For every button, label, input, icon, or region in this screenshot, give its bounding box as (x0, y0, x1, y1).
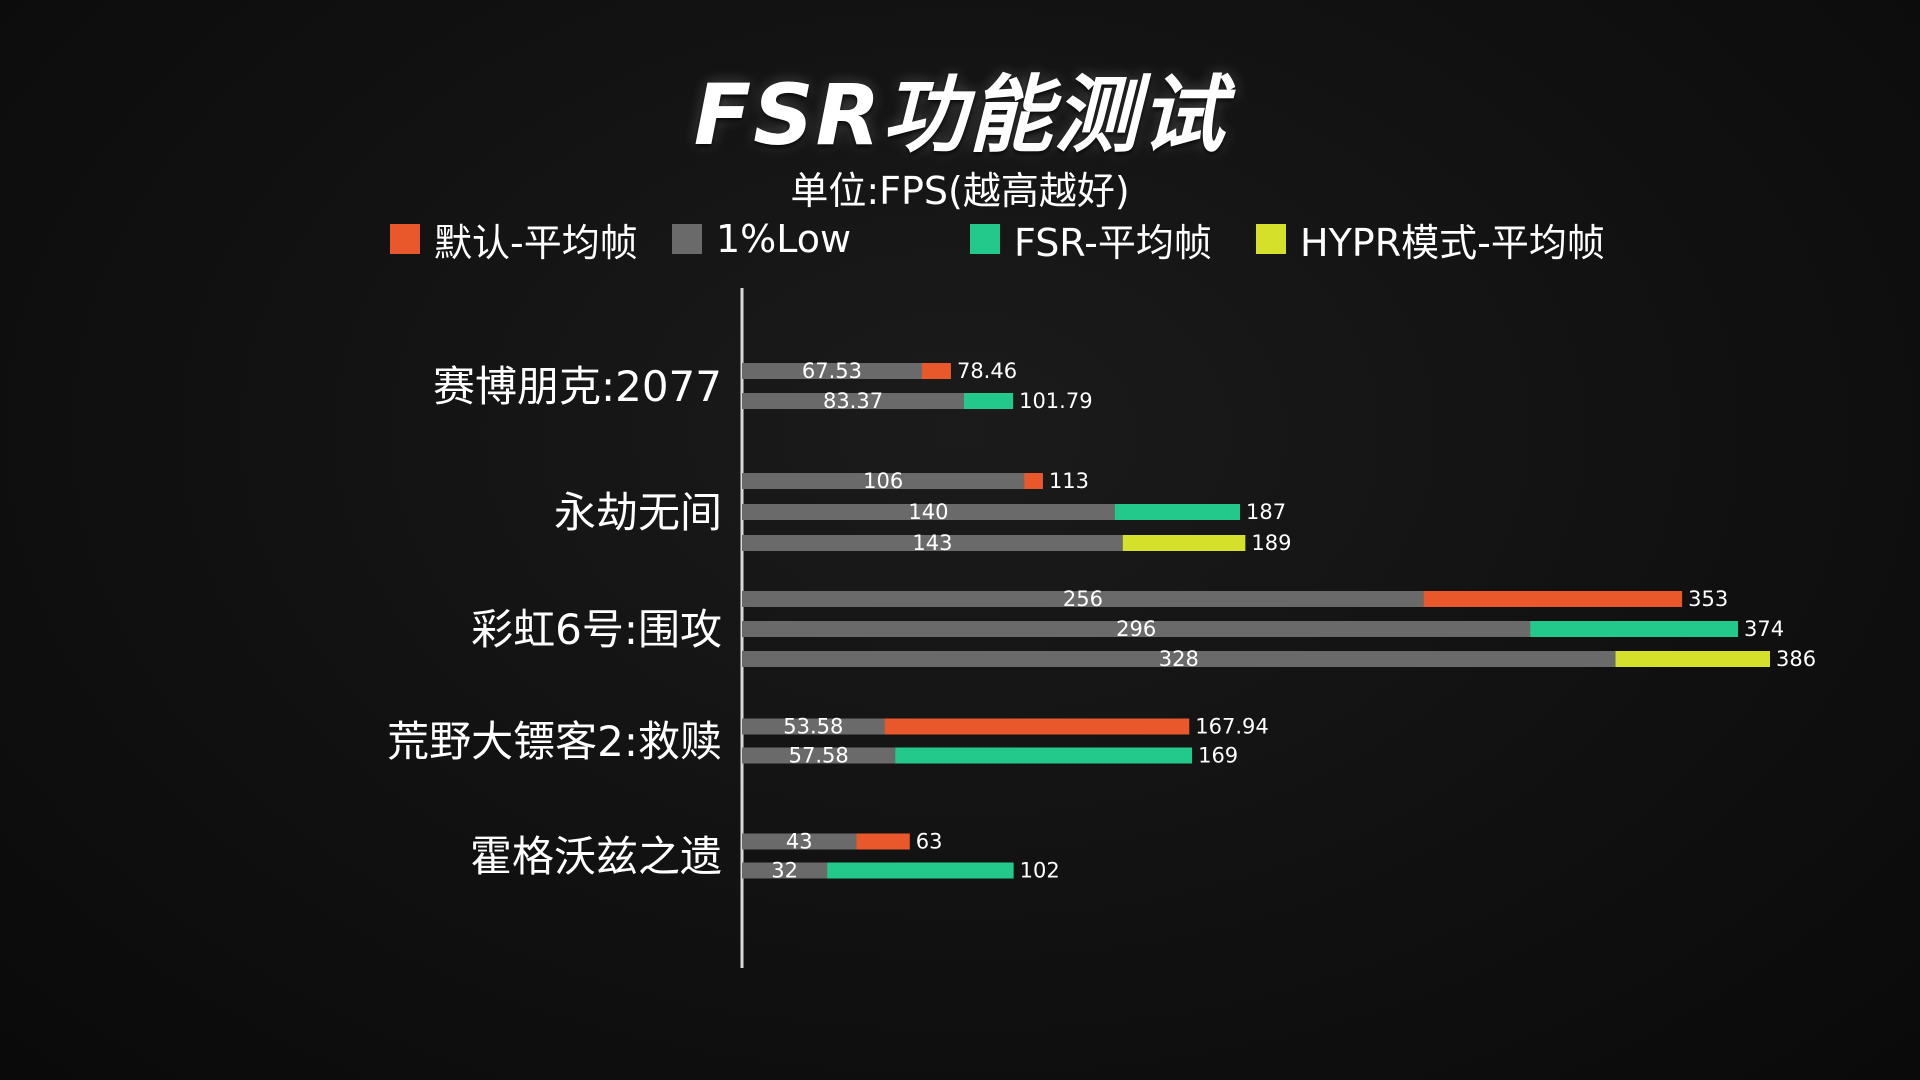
bar-low (742, 651, 1616, 667)
data-label-avg: 102 (1020, 859, 1060, 883)
bar-low (742, 591, 1424, 607)
category-label: 永劫无间 (554, 488, 722, 537)
data-label-low: 43 (786, 830, 813, 854)
category-label: 霍格沃兹之遗 (470, 832, 722, 881)
data-label-low: 296 (1116, 617, 1156, 641)
legend-item-low: 1%Low (672, 214, 851, 264)
chart-subtitle: 单位:FPS(越高越好) (790, 169, 1130, 213)
legend: 默认-平均帧 1%Low FSR-平均帧 HYPR模式-平均帧 (390, 214, 1740, 265)
data-label-low: 83.37 (823, 389, 883, 413)
legend-label-low: 1%Low (716, 217, 852, 261)
bar-low (742, 393, 965, 409)
bar-low (742, 833, 857, 850)
bar-low (742, 621, 1531, 637)
bar-low (742, 535, 1123, 551)
data-label-avg: 189 (1251, 531, 1291, 555)
data-label-avg: 167.94 (1195, 715, 1268, 739)
bar-low (742, 862, 828, 879)
data-label-low: 67.53 (802, 359, 862, 383)
legend-swatch-hypr (1256, 224, 1286, 254)
legend-label-fsr: FSR-平均帧 (1014, 220, 1212, 265)
legend-item-default: 默认-平均帧 (390, 214, 638, 265)
bar-low (742, 473, 1025, 489)
data-label-avg: 353 (1688, 587, 1728, 611)
data-label-avg: 78.46 (957, 359, 1017, 383)
bar-low (742, 747, 896, 764)
legend-swatch-fsr (970, 224, 1000, 254)
data-label-low: 140 (908, 500, 948, 524)
data-label-avg: 101.79 (1019, 389, 1092, 413)
legend-swatch-default (390, 224, 420, 254)
legend-label-default: 默认-平均帧 (434, 220, 638, 265)
data-label-low: 256 (1063, 587, 1103, 611)
data-label-avg: 386 (1776, 647, 1816, 671)
legend-swatch-low (672, 224, 702, 254)
data-label-avg: 187 (1246, 500, 1286, 524)
legend-item-hypr: HYPR模式-平均帧 (1256, 214, 1605, 265)
bar-low (742, 718, 885, 735)
data-label-low: 57.58 (789, 744, 849, 768)
data-label-low: 106 (863, 469, 903, 493)
data-label-low: 53.58 (783, 715, 843, 739)
data-label-low: 32 (771, 859, 798, 883)
legend-item-fsr: FSR-平均帧 (970, 214, 1212, 265)
category-label: 赛博朋克:2077 (433, 362, 722, 411)
bar-low (742, 363, 922, 379)
data-label-low: 328 (1159, 647, 1199, 671)
data-label-avg: 374 (1744, 617, 1784, 641)
data-label-avg: 63 (916, 830, 943, 854)
data-label-avg: 169 (1198, 744, 1238, 768)
category-label: 彩虹6号:围攻 (471, 605, 722, 654)
data-label-avg: 113 (1049, 469, 1089, 493)
legend-label-hypr: HYPR模式-平均帧 (1300, 220, 1605, 265)
category-label: 荒野大镖客2:救赎 (387, 717, 722, 766)
data-label-low: 143 (912, 531, 952, 555)
chart-title: FSR功能测试 (693, 66, 1227, 164)
bar-low (742, 504, 1115, 520)
